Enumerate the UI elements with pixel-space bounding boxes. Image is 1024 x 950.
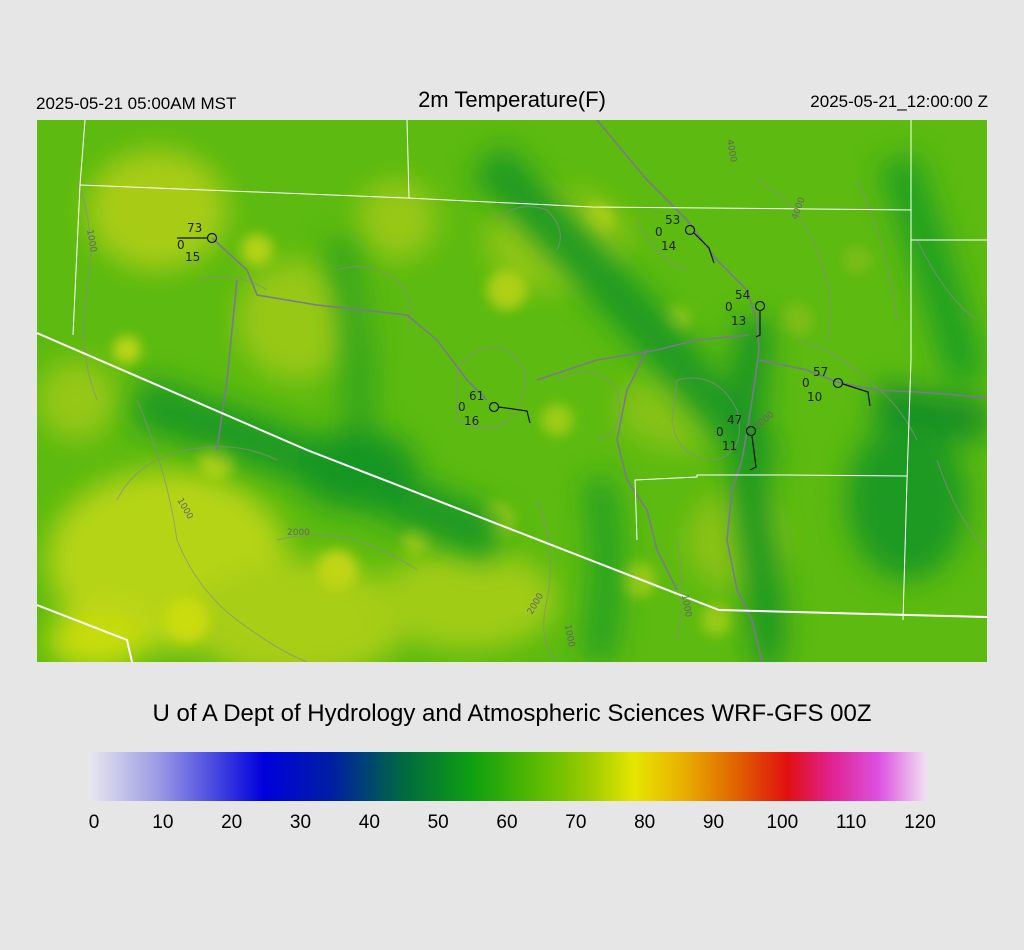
colorbar-tick-label: 40 (358, 812, 380, 833)
temperature-colorbar (89, 752, 927, 801)
colorbar-tick-label: 10 (152, 812, 174, 833)
contour-label: 1000 (84, 229, 98, 254)
map-title: 2m Temperature(F) (418, 87, 606, 112)
station-temp: 73 (187, 221, 202, 235)
station-circle-icon (832, 377, 844, 389)
colorbar-tick-label: 100 (766, 812, 799, 833)
terrain-contours (76, 179, 987, 662)
temperature-map: 1000 1000 2000 2000 2000 4000 4000 1000 … (37, 120, 987, 662)
station-circle-icon (684, 224, 696, 236)
warm-patches (113, 204, 871, 642)
station-temp: 54 (735, 288, 750, 302)
station-circle-icon (745, 425, 757, 437)
wind-barb-icon (842, 383, 871, 407)
station-dewpoint: 16 (464, 414, 479, 428)
highways (211, 120, 987, 662)
wind-barb-icon (755, 311, 761, 338)
colorbar-tick-label: 20 (221, 812, 243, 833)
station-cloud: 0 (725, 300, 733, 314)
colorbar-tick-label: 110 (836, 812, 867, 833)
station-circle-icon (754, 300, 766, 312)
wind-barb-icon (498, 406, 531, 424)
station-dewpoint: 14 (661, 239, 676, 253)
station-circle-icon (488, 401, 500, 413)
station-dewpoint: 11 (722, 439, 737, 453)
wind-barb-icon (693, 232, 715, 264)
station-model: 61 0 16 (458, 389, 531, 428)
map-canvas: 1000 1000 2000 2000 2000 4000 4000 1000 … (37, 120, 987, 662)
contour-label: 2000 (287, 528, 310, 538)
station-model: 73 0 15 (177, 221, 218, 264)
colorbar-tick-label: 60 (496, 812, 518, 833)
colorbar-tick-labels: 0 10 20 30 40 50 60 70 80 90 100 110 120 (0, 812, 1024, 842)
station-model: 53 0 14 (655, 213, 715, 264)
contour-label: 4000 (724, 139, 738, 164)
contour-label: 1000 (679, 594, 693, 619)
colorbar-tick-label: 120 (904, 812, 936, 833)
colorbar-tick-label: 50 (427, 812, 449, 833)
cool-valleys (129, 144, 987, 662)
station-temp: 57 (813, 365, 828, 379)
colorbar-tick-label: 90 (702, 812, 725, 833)
colorbar-tick-label: 80 (634, 812, 656, 833)
colorbar-tick-label: 0 (88, 812, 100, 833)
station-model: 57 0 10 (802, 365, 871, 407)
utc-time-label: 2025-05-21_12:00:00 Z (810, 92, 988, 111)
station-cloud: 0 (458, 400, 466, 414)
station-cloud: 0 (716, 425, 724, 439)
contour-label: 1000 (562, 624, 576, 649)
station-dewpoint: 15 (185, 250, 200, 264)
station-temp: 61 (469, 389, 484, 403)
station-dewpoint: 10 (807, 390, 822, 404)
station-temp: 47 (727, 413, 742, 427)
station-dewpoint: 13 (731, 314, 746, 328)
station-circle-icon (206, 232, 218, 244)
station-cloud: 0 (802, 376, 810, 390)
international-border (37, 332, 987, 662)
station-model: 54 0 13 (725, 288, 766, 338)
colorbar-tick-label: 70 (565, 812, 587, 833)
model-credit: U of A Dept of Hydrology and Atmospheric… (152, 700, 872, 727)
station-cloud: 0 (655, 225, 663, 239)
local-time-label: 2025-05-21 05:00AM MST (36, 94, 237, 113)
county-boundaries (72, 120, 987, 621)
wind-barb-icon (749, 435, 757, 471)
station-cloud: 0 (177, 238, 185, 252)
station-temp: 53 (665, 213, 680, 227)
station-model: 47 0 11 (716, 413, 757, 471)
colorbar-tick-label: 30 (289, 812, 312, 833)
